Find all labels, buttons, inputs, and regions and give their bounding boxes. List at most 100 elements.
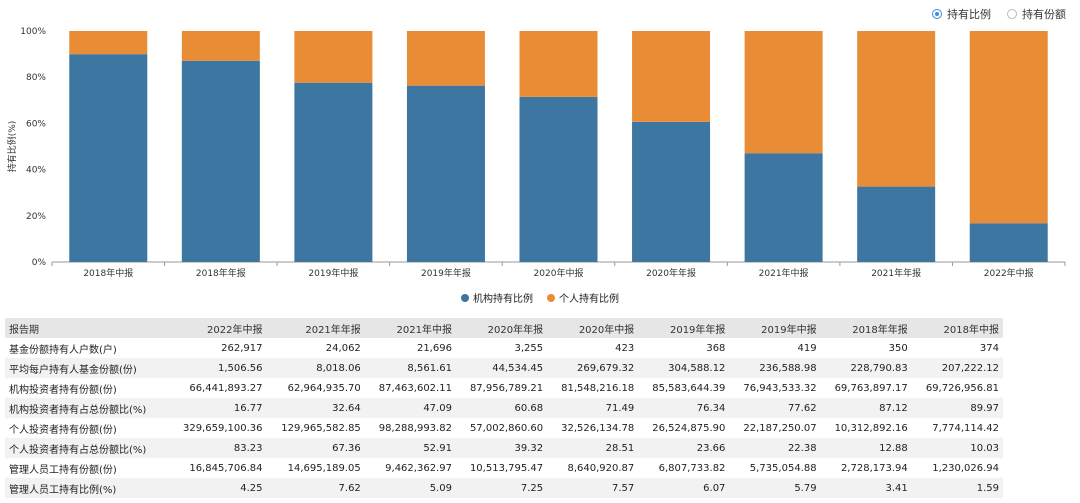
table-cell: 16.77 (168, 398, 267, 418)
bar-individual[interactable] (744, 31, 823, 154)
bar-institution[interactable] (519, 96, 598, 263)
bar-institution[interactable] (294, 82, 373, 262)
table-header-cell: 2019年年报 (638, 318, 730, 338)
table-cell: 8,640,920.87 (567, 462, 635, 474)
row-label: 管理人员工持有比例(%) (5, 478, 169, 498)
radio-hold-share[interactable]: 持有份额 (1007, 6, 1066, 22)
table-header-cell: 2020年中报 (547, 318, 639, 338)
table-cell: 5.79 (729, 478, 821, 498)
y-axis-label: 持有比例(%) (6, 121, 18, 173)
y-tick-label: 80% (26, 73, 46, 83)
x-tick-label: 2020年中报 (534, 267, 584, 279)
table-cell: 22.38 (729, 438, 821, 458)
table-cell: 87,956,789.21 (469, 382, 544, 394)
bar-institution[interactable] (857, 186, 936, 262)
table-cell: 26,524,875.90 (652, 422, 726, 434)
bar-institution[interactable] (969, 223, 1048, 262)
table-cell: 10,513,795.47 (469, 462, 544, 474)
table-header-cell: 2019年中报 (729, 318, 821, 338)
x-tick-label: 2020年年报 (646, 267, 696, 279)
table-cell: 9,462,362.97 (385, 462, 452, 474)
table-cell: 44,534.45 (455, 358, 548, 378)
x-tick-label: 2021年年报 (871, 267, 921, 279)
row-label: 平均每户持有人基金份额(份) (5, 358, 169, 378)
table-row: 个人投资者持有份额(份) 329,659,100.36 129,965,582.85… (5, 418, 1003, 438)
table-cell: 368 (706, 342, 726, 354)
radio-hold-ratio[interactable]: 持有比例 (932, 6, 991, 22)
table-cell: 47.09 (364, 398, 456, 418)
stacked-bar-chart: 0% 20% 40% 60% 80% 100% 持有比例(%) 2018年中报 2018年年报 2… (6, 27, 1066, 279)
row-label: 机构投资者持有份额(份) (9, 384, 117, 396)
bar-individual[interactable] (406, 31, 485, 86)
bar-institution[interactable] (181, 60, 260, 262)
bar-individual[interactable] (519, 31, 598, 97)
x-tick-label: 2019年中报 (308, 267, 358, 279)
legend-institution-swatch (461, 293, 469, 302)
table-cell: 66,441,893.27 (189, 382, 263, 394)
table-cell: 67.36 (266, 438, 365, 458)
table-cell: 24,062 (325, 342, 361, 354)
row-label: 基金份额持有人户数(户) (9, 344, 117, 356)
bar-institution[interactable] (69, 54, 148, 263)
table-cell: 8,018.06 (266, 358, 365, 378)
table-header-cell: 2022年中报 (168, 318, 267, 338)
table-cell: 1,506.56 (168, 358, 267, 378)
bar-institution[interactable] (406, 85, 485, 262)
radio-hold-share-label: 持有份额 (1022, 8, 1066, 21)
table-cell: 23.66 (638, 438, 730, 458)
table-cell: 228,790.83 (820, 358, 912, 378)
table-header-row: 报告期 2022年中报 2021年年报 2021年中报 2020年年报 2020年中报 20… (5, 318, 1003, 338)
bar-institution[interactable] (632, 121, 711, 263)
table-cell: 7.25 (455, 478, 548, 498)
table-cell: 207,222.12 (911, 358, 1003, 378)
table-cell: 304,588.12 (638, 358, 730, 378)
table-row: 平均每户持有人基金份额(份) 1,506.56 8,018.06 8,561.61 44… (5, 358, 1003, 378)
table-cell: 10.03 (911, 438, 1003, 458)
bar-individual[interactable] (857, 31, 936, 187)
legend-individual-label: 个人持有比例 (559, 294, 619, 305)
table-cell: 69,726,956.81 (925, 382, 999, 394)
table-row: 机构投资者持有份额(份) 66,441,893.27 62,964,935.70 87… (5, 378, 1003, 398)
table-cell: 3,255 (514, 342, 544, 354)
legend-item-institution[interactable]: 机构持有比例 (461, 290, 533, 305)
table-cell: 21,696 (416, 342, 452, 354)
bar-institution[interactable] (744, 153, 823, 262)
table-row: 基金份额持有人户数(户) 262,917 24,062 21,696 3,255 423 3… (5, 338, 1003, 358)
table-row: 管理人员工持有比例(%) 4.25 7.62 5.09 7.25 7.57 6.07 5.79… (5, 478, 1003, 498)
table-header-cell: 2018年中报 (911, 318, 1003, 338)
legend-item-individual[interactable]: 个人持有比例 (547, 290, 619, 305)
table-cell: 81,548,216.18 (561, 382, 635, 394)
table-cell: 69,763,897.17 (834, 382, 908, 394)
table-cell: 85,583,644.39 (652, 382, 726, 394)
table-cell: 32,526,134.78 (561, 422, 635, 434)
bar-individual[interactable] (969, 31, 1048, 224)
table-cell: 12.88 (820, 438, 912, 458)
table-cell: 419 (797, 342, 817, 354)
table-cell: 76.34 (638, 398, 730, 418)
bar-individual[interactable] (181, 31, 260, 61)
table-body: 基金份额持有人户数(户) 262,917 24,062 21,696 3,255 423 3… (5, 338, 1003, 498)
table-cell: 236,588.98 (729, 358, 821, 378)
table-row: 个人投资者持有占总份额比(%) 83.23 67.36 52.91 39.32 28.51… (5, 438, 1003, 458)
table-cell: 423 (615, 342, 635, 354)
bar-individual[interactable] (294, 31, 373, 83)
table-cell: 3.41 (820, 478, 912, 498)
row-label: 个人投资者持有占总份额比(%) (5, 438, 169, 458)
table-cell: 76,943,533.32 (743, 382, 817, 394)
bar-individual[interactable] (69, 31, 148, 55)
x-tick-label: 2018年年报 (196, 267, 246, 279)
table-cell: 262,917 (221, 342, 263, 354)
table-cell: 16,845,706.84 (189, 462, 263, 474)
y-tick-label: 20% (26, 212, 46, 222)
row-label: 管理人员工持有份额(份) (9, 464, 117, 476)
table-cell: 374 (979, 342, 999, 354)
x-tick-label: 2022年中报 (984, 267, 1034, 279)
radio-selected-icon (932, 9, 942, 19)
bar-individual[interactable] (632, 31, 711, 122)
table-cell: 62,964,935.70 (287, 382, 361, 394)
table-header-cell: 2018年年报 (820, 318, 912, 338)
table-cell: 4.25 (168, 478, 267, 498)
table-header-cell: 2021年年报 (266, 318, 365, 338)
y-tick-label: 40% (26, 166, 46, 176)
x-tick-label: 2018年中报 (83, 267, 133, 279)
